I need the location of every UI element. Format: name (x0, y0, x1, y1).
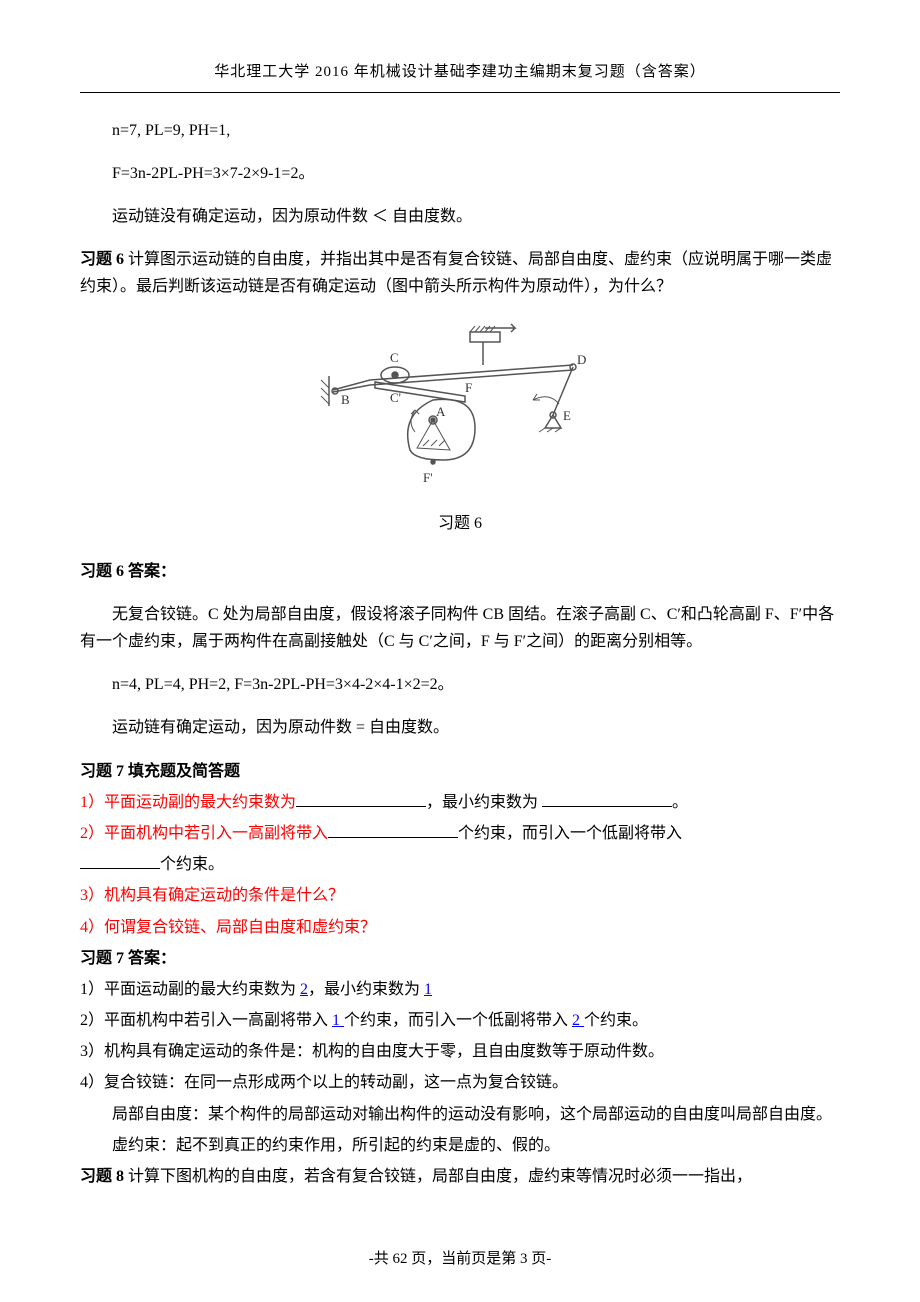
q7-2-end: 个约束。 (160, 856, 224, 873)
answer-7-2: 2）平面机构中若引入一高副将带入 1 个约束，而引入一个低副将带入 2 个约束。 (80, 1007, 840, 1034)
conclusion-1: 运动链没有确定运动，因为原动件数 ＜ 自由度数。 (80, 203, 840, 230)
svg-text:B: B (341, 392, 350, 407)
a7-2-c: 个约束。 (584, 1012, 648, 1029)
a7-2-a: 2）平面机构中若引入一高副将带入 (80, 1012, 332, 1029)
question-7-label: 习题 7 填充题及简答题 (80, 758, 840, 785)
answer-7-3: 3）机构具有确定运动的条件是：机构的自由度大于零，且自由度数等于原动件数。 (80, 1038, 840, 1065)
svg-text:D: D (577, 352, 586, 367)
question-7-3: 3）机构具有确定运动的条件是什么？ (80, 882, 840, 909)
question-8-text: 计算下图机构的自由度，若含有复合铰链，局部自由度，虚约束等情况时必须一一指出， (128, 1168, 752, 1185)
q7-2-prefix: 2）平面机构中若引入一高副将带入 (80, 825, 328, 842)
svg-text:F': F' (423, 470, 433, 485)
question-6-text: 计算图示运动链的自由度，并指出其中是否有复合铰链、局部自由度、虚约束（应说明属于… (80, 251, 832, 295)
svg-text:C: C (390, 350, 399, 365)
answer-6-p3: 运动链有确定运动，因为原动件数 = 自由度数。 (80, 714, 840, 741)
question-7-1: 1）平面运动副的最大约束数为 ，最小约束数为 。 (80, 789, 840, 816)
answer-7-4a: 4）复合铰链：在同一点形成两个以上的转动副，这一点为复合铰链。 (80, 1069, 840, 1096)
mechanism-diagram: B C C' D E F A F' (315, 320, 605, 500)
svg-text:A: A (436, 404, 446, 419)
given-n: n=7, PL=9, PH=1, (80, 117, 840, 144)
q7-1-mid: ，最小约束数为 (426, 794, 542, 811)
answer-7-4b: 局部自由度：某个构件的局部运动对输出构件的运动没有影响，这个局部运动的自由度叫局… (112, 1101, 840, 1128)
page-header: 华北理工大学 2016 年机械设计基础李建功主编期末复习题（含答案） (80, 60, 840, 86)
question-7-2: 2）平面机构中若引入一高副将带入 个约束，而引入一个低副将带入 (80, 820, 840, 847)
question-6-label: 习题 6 (80, 251, 128, 268)
answer-7-4c: 虚约束：起不到真正的约束作用，所引起的约束是虚的、假的。 (112, 1132, 840, 1159)
blank (80, 853, 160, 869)
a7-2-v2: 2 (572, 1012, 584, 1029)
answer-6-p2: n=4, PL=4, PH=2, F=3n-2PL-PH=3×4-2×4-1×2… (80, 671, 840, 698)
answer-7-label: 习题 7 答案： (80, 945, 840, 972)
a7-1-v1: 2 (300, 981, 308, 998)
q7-1-end: 。 (672, 794, 688, 811)
question-8-label: 习题 8 (80, 1168, 128, 1185)
a7-2-v1: 1 (332, 1012, 344, 1029)
a7-1-a: 1）平面运动副的最大约束数为 (80, 981, 300, 998)
blank (296, 791, 426, 807)
question-6: 习题 6 计算图示运动链的自由度，并指出其中是否有复合铰链、局部自由度、虚约束（… (80, 246, 840, 300)
page-footer: -共 62 页，当前页是第 3 页- (0, 1247, 920, 1273)
header-rule (80, 92, 840, 93)
a7-2-b: 个约束，而引入一个低副将带入 (344, 1012, 572, 1029)
formula-f: F=3n-2PL-PH=3×7-2×9-1=2。 (80, 160, 840, 187)
svg-text:E: E (563, 408, 571, 423)
question-7-2b: 个约束。 (80, 851, 840, 878)
a7-1-v2: 1 (424, 981, 432, 998)
q7-1-prefix: 1）平面运动副的最大约束数为 (80, 794, 296, 811)
svg-text:C': C' (390, 390, 401, 405)
blank (542, 791, 672, 807)
a7-1-b: ，最小约束数为 (308, 981, 424, 998)
diagram-caption: 习题 6 (80, 510, 840, 537)
answer-6-p1: 无复合铰链。C 处为局部自由度，假设将滚子同构件 CB 固结。在滚子高副 C、C… (80, 601, 840, 655)
question-8: 习题 8 计算下图机构的自由度，若含有复合铰链，局部自由度，虚约束等情况时必须一… (80, 1163, 840, 1190)
blank (328, 822, 458, 838)
question-7-4: 4）何谓复合铰链、局部自由度和虚约束？ (80, 914, 840, 941)
answer-6-label: 习题 6 答案： (80, 558, 840, 585)
answer-7-1: 1）平面运动副的最大约束数为 2，最小约束数为 1 (80, 976, 840, 1003)
q7-2-mid: 个约束，而引入一个低副将带入 (458, 825, 682, 842)
svg-text:F: F (465, 380, 472, 395)
